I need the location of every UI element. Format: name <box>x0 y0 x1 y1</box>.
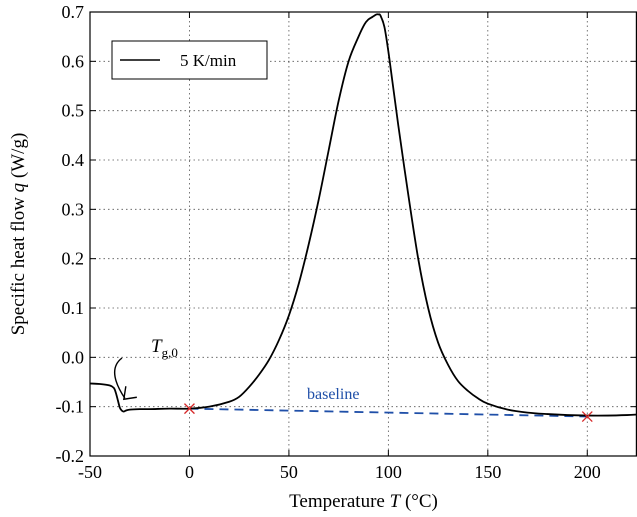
x-axis-unit: (°C) <box>405 491 438 512</box>
x-tick-label: 200 <box>574 462 601 482</box>
x-tick-label: 150 <box>474 462 501 482</box>
y-tick-label: 0.2 <box>62 249 85 269</box>
y-tick-label: 0.5 <box>62 101 85 121</box>
x-tick-label: 100 <box>375 462 402 482</box>
y-axis-label: Specific heat flow q (W/g) <box>8 133 29 336</box>
legend-label: 5 K/min <box>180 51 237 70</box>
x-axis-label-text: Temperature <box>289 491 385 512</box>
y-tick-label: 0.7 <box>62 2 85 22</box>
y-tick-label: -0.1 <box>56 397 85 417</box>
y-tick-label: 0.1 <box>62 298 85 318</box>
y-axis-unit: (W/g) <box>8 133 29 178</box>
y-tick-label: 0.6 <box>62 51 85 71</box>
tg-annotation-label: Tg,0 <box>151 336 178 360</box>
y-tick-label: 0.3 <box>62 199 85 219</box>
baseline-label: baseline <box>307 386 359 403</box>
y-tick-label: 0.4 <box>62 150 85 170</box>
y-axis-symbol: q <box>8 182 29 192</box>
x-axis-label: Temperature T (°C) <box>289 491 438 512</box>
y-tick-label: -0.2 <box>56 446 85 466</box>
tg-arrowhead <box>124 386 137 399</box>
tg-annotation: Tg,0 <box>115 336 178 399</box>
x-tick-label: 0 <box>185 462 194 482</box>
y-axis-label-text: Specific heat flow <box>8 197 29 336</box>
legend: 5 K/min <box>112 41 267 79</box>
tg-subscript: g,0 <box>162 345 178 360</box>
x-tick-label: 50 <box>280 462 298 482</box>
y-tick-label: 0.0 <box>62 347 85 367</box>
